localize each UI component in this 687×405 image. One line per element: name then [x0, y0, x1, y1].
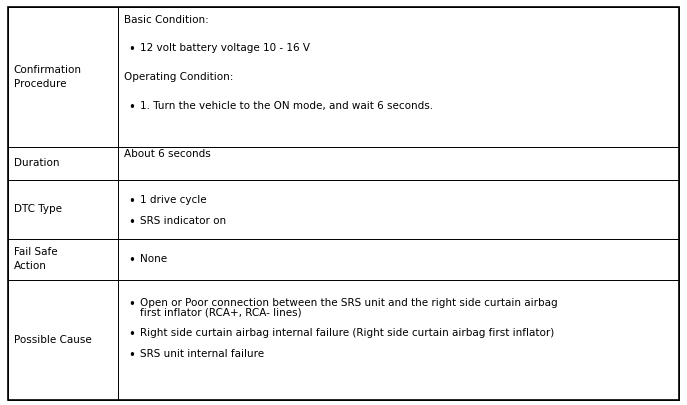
- Text: Duration: Duration: [14, 158, 59, 168]
- Text: About 6 seconds: About 6 seconds: [124, 149, 211, 159]
- Text: SRS indicator on: SRS indicator on: [139, 216, 225, 226]
- Bar: [8, 239, 117, 280]
- Bar: [8, 180, 117, 239]
- Text: 1 drive cycle: 1 drive cycle: [139, 195, 206, 205]
- Text: •: •: [128, 101, 135, 114]
- Bar: [117, 280, 679, 400]
- Text: None: None: [139, 254, 167, 264]
- Text: •: •: [128, 195, 135, 208]
- Bar: [117, 239, 679, 280]
- Text: •: •: [128, 43, 135, 56]
- Text: 12 volt battery voltage 10 - 16 V: 12 volt battery voltage 10 - 16 V: [139, 43, 310, 53]
- Text: 1. Turn the vehicle to the ON mode, and wait 6 seconds.: 1. Turn the vehicle to the ON mode, and …: [139, 101, 433, 111]
- Text: Basic Condition:: Basic Condition:: [124, 15, 209, 25]
- Text: •: •: [128, 216, 135, 229]
- Text: Possible Cause: Possible Cause: [14, 335, 91, 345]
- Text: first inflator (RCA+, RCA- lines): first inflator (RCA+, RCA- lines): [139, 307, 301, 317]
- Bar: [117, 180, 679, 239]
- Text: Operating Condition:: Operating Condition:: [124, 72, 234, 82]
- Bar: [8, 147, 117, 180]
- Text: Fail Safe
Action: Fail Safe Action: [14, 247, 58, 271]
- Text: •: •: [128, 349, 135, 362]
- Text: •: •: [128, 328, 135, 341]
- Text: SRS unit internal failure: SRS unit internal failure: [139, 349, 264, 358]
- Bar: [8, 7, 117, 147]
- Text: Open or Poor connection between the SRS unit and the right side curtain airbag: Open or Poor connection between the SRS …: [139, 298, 557, 307]
- Text: Confirmation
Procedure: Confirmation Procedure: [14, 65, 82, 89]
- Text: •: •: [128, 298, 135, 311]
- Text: DTC Type: DTC Type: [14, 204, 62, 214]
- Text: •: •: [128, 254, 135, 267]
- Bar: [117, 7, 679, 147]
- Bar: [117, 147, 679, 180]
- Bar: [8, 280, 117, 400]
- Text: Right side curtain airbag internal failure (Right side curtain airbag first infl: Right side curtain airbag internal failu…: [139, 328, 554, 338]
